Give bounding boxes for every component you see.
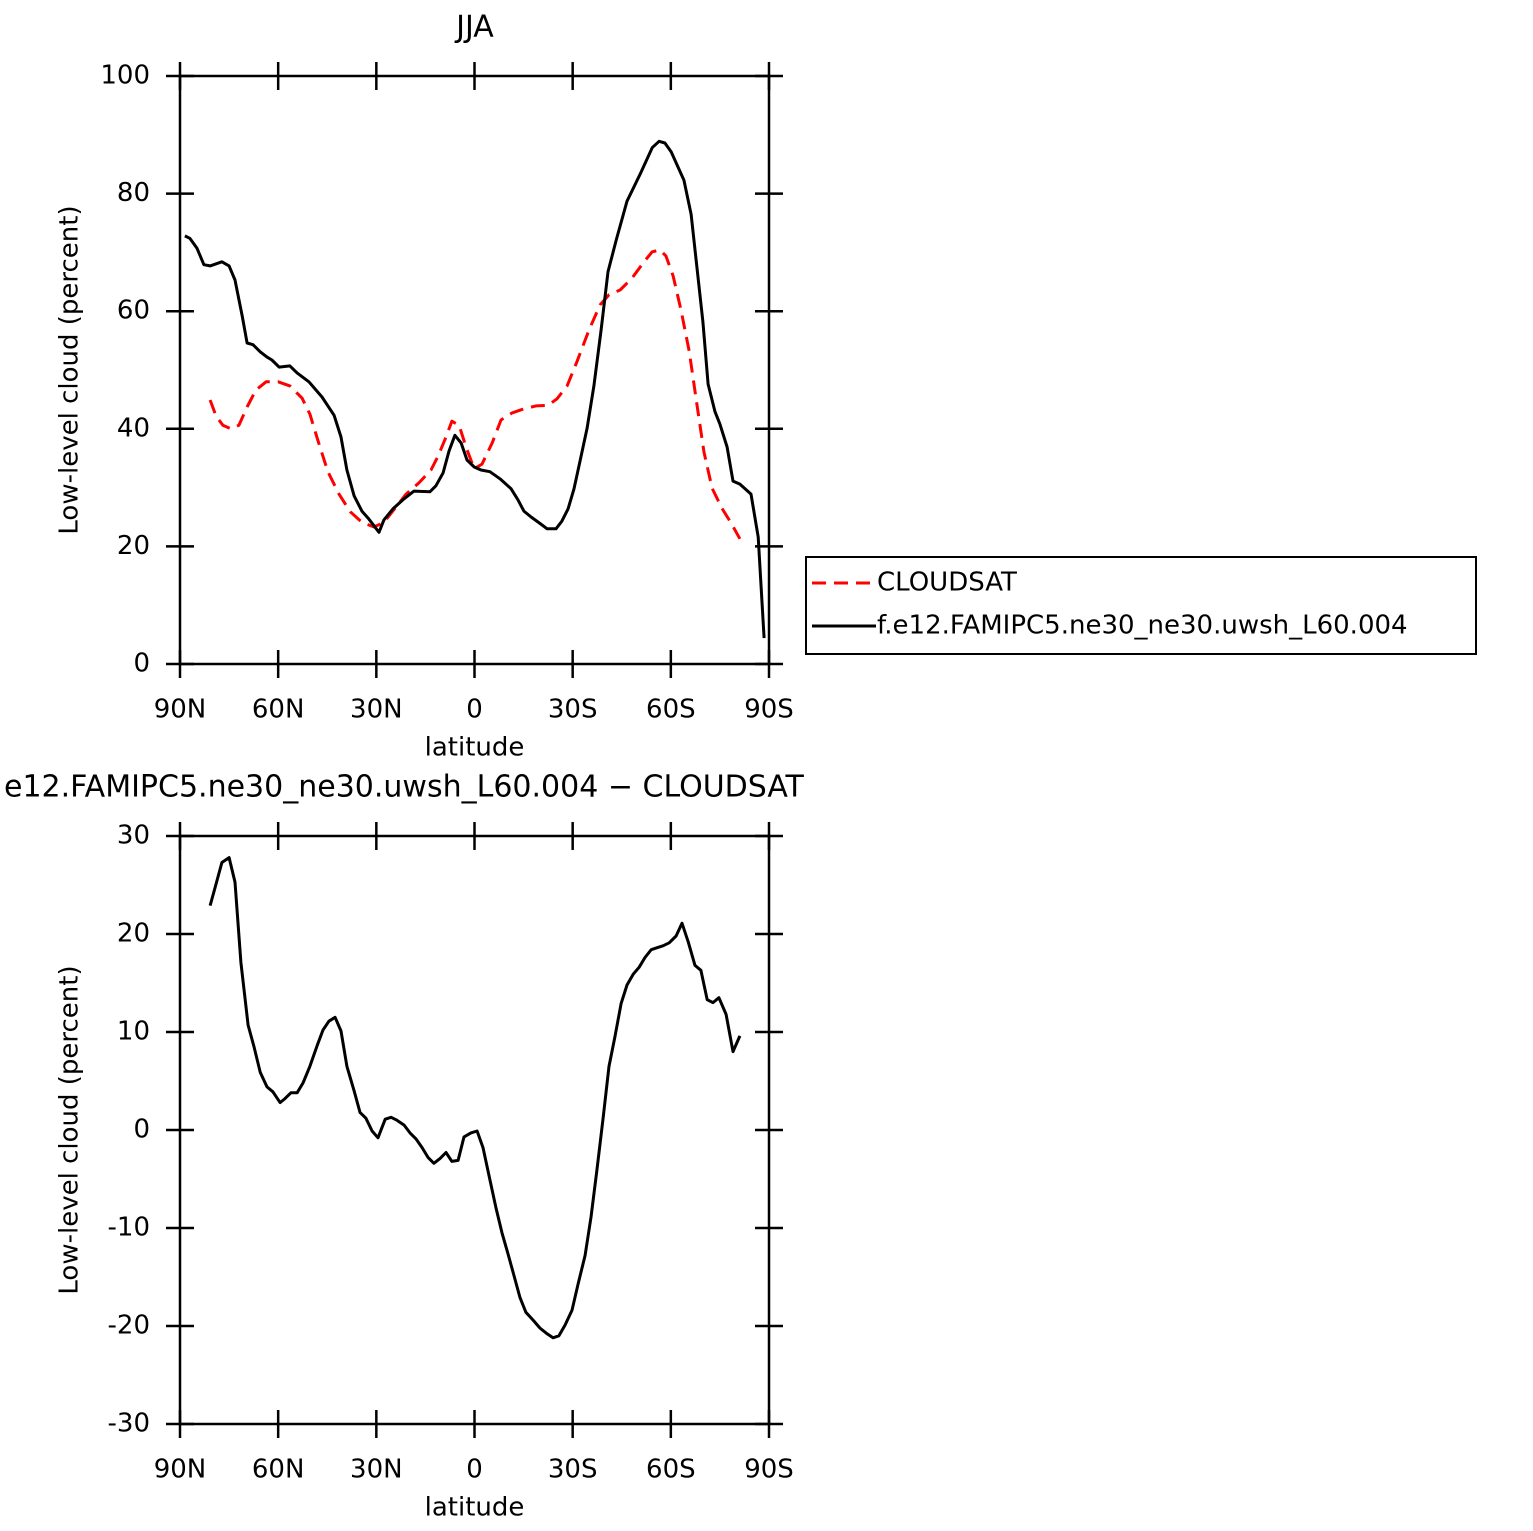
y-tick-label: 10 bbox=[117, 1017, 150, 1047]
x-tick-label: 90N bbox=[154, 1455, 207, 1485]
y-tick-label: 40 bbox=[117, 413, 150, 443]
y-axis-label: Low-level cloud (percent) bbox=[55, 965, 85, 1294]
y-tick-label: 30 bbox=[117, 821, 150, 851]
x-tick-label: 0 bbox=[466, 1455, 483, 1485]
legend-label: f.e12.FAMIPC5.ne30_ne30.uwsh_L60.004 bbox=[877, 611, 1408, 641]
x-axis-label: latitude bbox=[425, 733, 525, 763]
x-tick-label: 0 bbox=[466, 695, 483, 725]
x-tick-label: 90N bbox=[154, 695, 207, 725]
series-line bbox=[184, 139, 766, 639]
plot-frame bbox=[178, 74, 771, 666]
x-tick-label: 30N bbox=[350, 1455, 403, 1485]
x-tick-label: 60S bbox=[646, 1455, 696, 1485]
legend-box bbox=[805, 556, 1477, 655]
y-tick-label: -10 bbox=[108, 1213, 150, 1243]
y-tick-label: -30 bbox=[108, 1409, 150, 1439]
y-tick-label: 20 bbox=[117, 919, 150, 949]
x-tick-label: 60N bbox=[252, 1455, 305, 1485]
x-tick-label: 60S bbox=[646, 695, 696, 725]
x-tick-label: 90S bbox=[744, 1455, 794, 1485]
y-tick-label: 60 bbox=[117, 296, 150, 326]
y-tick-label: 80 bbox=[117, 178, 150, 208]
x-tick-label: 30S bbox=[548, 695, 598, 725]
x-tick-label: 30S bbox=[548, 1455, 598, 1485]
y-axis-label: Low-level cloud (percent) bbox=[55, 205, 85, 534]
legend-label: CLOUDSAT bbox=[877, 568, 1017, 598]
x-tick-label: 60N bbox=[252, 695, 305, 725]
x-tick-label: 30N bbox=[350, 695, 403, 725]
y-tick-label: 20 bbox=[117, 531, 150, 561]
y-tick-label: -20 bbox=[108, 1311, 150, 1341]
y-tick-label: 0 bbox=[133, 649, 150, 679]
chart-title: JJA bbox=[454, 10, 494, 45]
series-line bbox=[208, 248, 742, 540]
chart-title: e12.FAMIPC5.ne30_ne30.uwsh_L60.004 − CLO… bbox=[4, 770, 805, 805]
y-tick-label: 100 bbox=[100, 61, 150, 91]
x-axis-label: latitude bbox=[425, 1493, 525, 1523]
x-tick-label: 90S bbox=[744, 695, 794, 725]
y-tick-label: 0 bbox=[133, 1115, 150, 1145]
series-line bbox=[208, 856, 742, 1340]
